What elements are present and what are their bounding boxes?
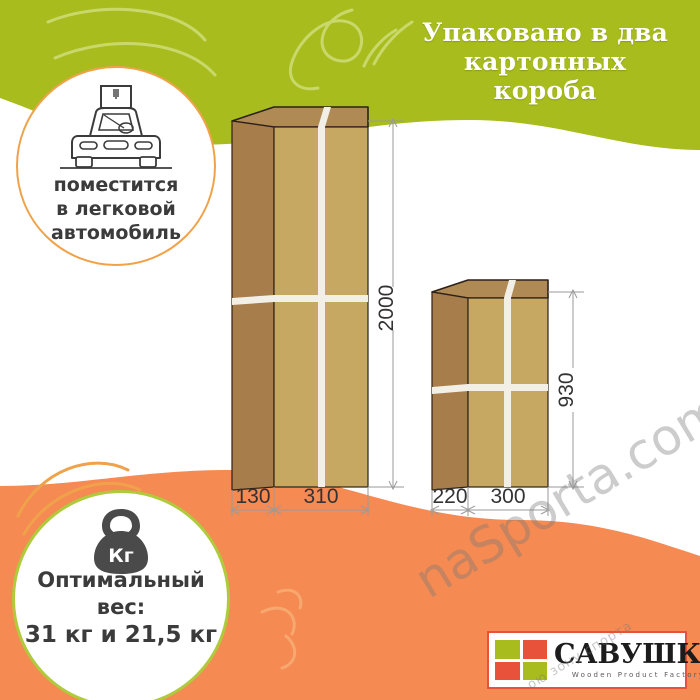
car-caption-line-3: автомобиль <box>50 221 181 244</box>
car-caption-line-1: поместится <box>53 174 179 196</box>
fits-in-car-badge: поместится в легковой автомобиль <box>16 66 216 266</box>
weight-value: 31 кг и 21,5 кг <box>24 621 218 648</box>
logo-text-block: САВУШКА Wooden Product Factory <box>547 641 700 679</box>
logo-name: САВУШКА <box>554 639 700 670</box>
logo-square-3 <box>495 661 520 680</box>
small-box-width-label: 300 <box>490 485 525 508</box>
title-line-2: картонных <box>463 47 627 76</box>
optimal-weight-badge: Кг Оптимальный вес: 31 кг и 21,5 кг <box>12 490 230 700</box>
optimal-weight-caption: Оптимальный вес: 31 кг и 21,5 кг <box>15 567 227 650</box>
weight-caption-line-1: Оптимальный <box>37 568 205 592</box>
brand-logo: САВУШКА Wooden Product Factory <box>487 631 700 689</box>
weight-caption-line-2: вес: <box>96 594 146 619</box>
large-box: 2000 130 310 <box>229 106 404 516</box>
small-box-height-label: 930 <box>555 372 578 407</box>
logo-tagline: Wooden Product Factory <box>571 671 700 679</box>
small-box-depth-label: 220 <box>432 485 467 508</box>
title-line-3: короба <box>493 76 597 105</box>
logo-square-1 <box>495 640 520 659</box>
fits-in-car-caption: поместится в легковой автомобиль <box>18 174 214 246</box>
kettlebell-kg-label: Кг <box>108 545 134 567</box>
large-box-width-label: 310 <box>303 485 338 508</box>
car-with-box-icon <box>54 84 178 181</box>
logo-squares-icon <box>495 640 547 680</box>
title-line-1: Упаковано в два <box>421 18 669 47</box>
logo-square-2 <box>522 640 547 659</box>
logo-square-4 <box>522 661 547 680</box>
large-box-depth-label: 130 <box>235 485 270 508</box>
small-box: 930 220 300 <box>429 279 584 516</box>
large-box-height-label: 2000 <box>375 285 398 332</box>
car-caption-line-2: в легковой <box>56 197 176 220</box>
page-title: Упаковано в два картонных короба <box>400 18 690 105</box>
